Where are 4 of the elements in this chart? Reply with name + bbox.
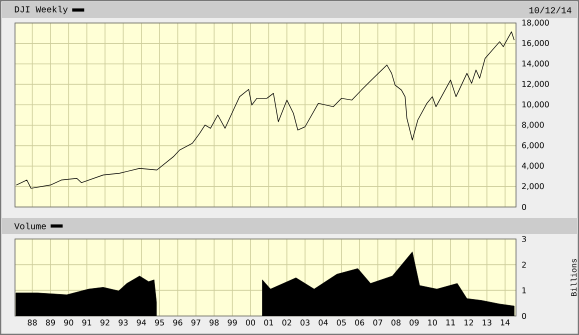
legend-label: Volume [14, 222, 46, 230]
text: 10/12/14 [529, 6, 572, 14]
line-series [16, 31, 515, 189]
legend-label: DJI Weekly [14, 6, 68, 14]
